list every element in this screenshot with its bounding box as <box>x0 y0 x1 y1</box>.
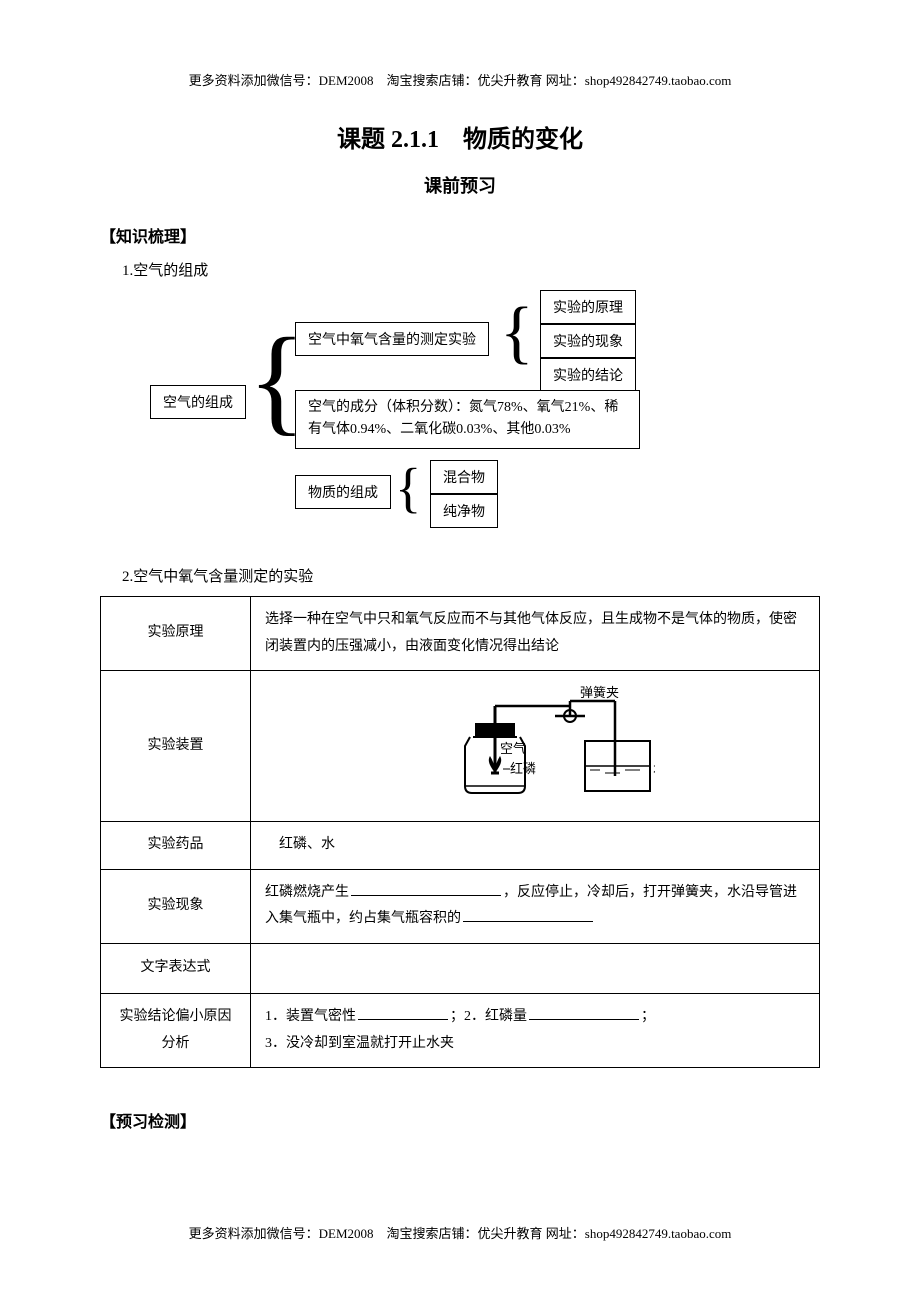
diagram-node1-sub3-box: 实验的结论 <box>540 358 636 392</box>
diagram-node3-box: 物质的组成 <box>295 475 391 509</box>
cell-label-apparatus: 实验装置 <box>101 671 251 822</box>
label-water: 水 <box>653 761 655 776</box>
label-phosphorus: 红磷 <box>510 761 536 776</box>
cell-content-principle: 选择一种在空气中只和氧气反应而不与其他气体反应，且生成物不是气体的物质，使密闭装… <box>251 597 820 671</box>
diagram-node1-sub2-box: 实验的现象 <box>540 324 636 358</box>
cell-label-analysis: 实验结论偏小原因分析 <box>101 993 251 1067</box>
cell-content-analysis: 1．装置气密性 ；2．红磷量 ； 3．没冷却到室温就打开止水夹 <box>251 993 820 1067</box>
cell-content-reagent: 红磷、水 <box>251 822 820 870</box>
table-row: 实验装置 弹簧夹 水 <box>101 671 820 822</box>
blank-fill <box>351 895 501 896</box>
sub-title: 课前预习 <box>100 172 820 198</box>
brace-icon: { <box>500 298 534 368</box>
diagram-node3-sub2-box: 纯净物 <box>430 494 498 528</box>
text-part: 1．装置气密性 <box>265 1009 356 1024</box>
text-part: 3．没冷却到室温就打开止水夹 <box>265 1036 454 1051</box>
table-row: 实验结论偏小原因分析 1．装置气密性 ；2．红磷量 ； 3．没冷却到室温就打开止水夹 <box>101 993 820 1067</box>
apparatus-diagram-icon: 弹簧夹 水 空气 红磷 <box>415 681 655 811</box>
text-part: ； <box>641 1009 655 1024</box>
cell-label-principle: 实验原理 <box>101 597 251 671</box>
label-air: 空气 <box>500 741 526 756</box>
diagram-root-box: 空气的组成 <box>150 385 246 419</box>
section-knowledge-header: 【知识梳理】 <box>100 223 820 247</box>
blank-fill <box>463 921 593 922</box>
list-item-2: 2.空气中氧气含量测定的实验 <box>122 565 820 586</box>
diagram-node3-sub1-box: 混合物 <box>430 460 498 494</box>
cell-label-expression: 文字表达式 <box>101 943 251 993</box>
page-footer: 更多资料添加微信号：DEM2008 淘宝搜索店铺：优尖升教育 网址：shop49… <box>100 1223 820 1242</box>
main-title: 课题 2.1.1 物质的变化 <box>100 119 820 154</box>
label-clip: 弹簧夹 <box>580 685 619 700</box>
text-part: ；2．红磷量 <box>450 1009 527 1024</box>
brace-icon: { <box>395 460 421 515</box>
table-row: 实验原理 选择一种在空气中只和氧气反应而不与其他气体反应，且生成物不是气体的物质… <box>101 597 820 671</box>
list-item-1: 1.空气的组成 <box>122 259 820 280</box>
diagram-node1-sub1-box: 实验的原理 <box>540 290 636 324</box>
cell-content-apparatus: 弹簧夹 水 空气 红磷 <box>251 671 820 822</box>
cell-label-phenomenon: 实验现象 <box>101 869 251 943</box>
page-header: 更多资料添加微信号：DEM2008 淘宝搜索店铺：优尖升教育 网址：shop49… <box>100 70 820 89</box>
experiment-table: 实验原理 选择一种在空气中只和氧气反应而不与其他气体反应，且生成物不是气体的物质… <box>100 596 820 1068</box>
section-test-header: 【预习检测】 <box>100 1108 820 1132</box>
cell-content-expression <box>251 943 820 993</box>
blank-fill <box>358 1019 448 1020</box>
blank-fill <box>529 1019 639 1020</box>
composition-diagram: 空气的组成 { 空气中氧气含量的测定实验 { 实验的原理 实验的现象 实验的结论… <box>150 290 820 540</box>
text-part: 红磷燃烧产生 <box>265 885 349 900</box>
table-row: 实验药品 红磷、水 <box>101 822 820 870</box>
cell-content-phenomenon: 红磷燃烧产生，反应停止，冷却后，打开弹簧夹，水沿导管进入集气瓶中，约占集气瓶容积… <box>251 869 820 943</box>
table-row: 实验现象 红磷燃烧产生，反应停止，冷却后，打开弹簧夹，水沿导管进入集气瓶中，约占… <box>101 869 820 943</box>
diagram-node2-box: 空气的成分（体积分数）：氮气78%、氧气21%、稀有气体0.94%、二氧化碳0.… <box>295 390 640 449</box>
table-row: 文字表达式 <box>101 943 820 993</box>
diagram-node1-box: 空气中氧气含量的测定实验 <box>295 322 489 356</box>
cell-label-reagent: 实验药品 <box>101 822 251 870</box>
